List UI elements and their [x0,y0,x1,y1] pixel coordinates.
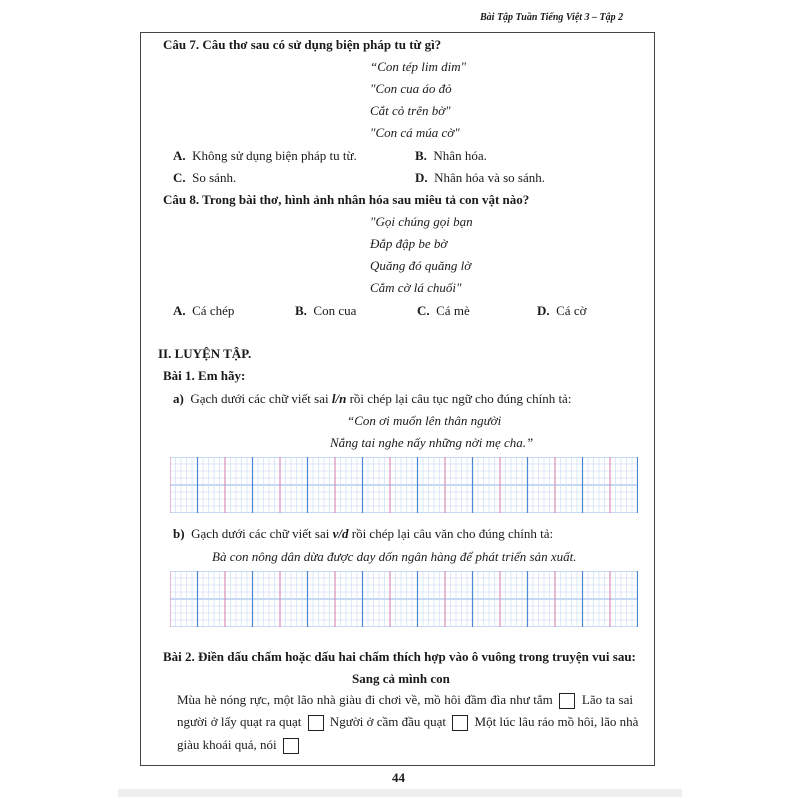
option-letter: A. [173,303,186,318]
handwriting-grid-b[interactable] [170,571,638,627]
q8-poem-line: Cắm cờ lá chuối" [370,280,462,295]
sentence-to-correct: Bà con nông dân dừa được day dốn ngân hà… [212,549,577,564]
option-text: So sánh. [192,170,237,185]
option-letter: B. [415,148,427,163]
instruction-text: Gạch dưới các chữ viết sai [191,526,333,541]
punctuation-box[interactable] [282,738,299,755]
q8-poem-line: Quăng đó quăng lờ [370,258,472,273]
q7-option-b[interactable]: B. Nhân hóa. [415,148,487,164]
instruction-emphasis: v/d [332,526,349,541]
story-text: giàu khoái quá, nói [177,737,277,752]
viewer-bottom-bar [118,789,682,797]
q8-option-a[interactable]: A. Cá chép [173,303,234,319]
q7-poem-line: Cắt cỏ trên bờ" [370,103,451,118]
proverb-line: “Con ơi muốn lên thân người [347,413,502,428]
question-8-title: Câu 8. Trong bài thơ, hình ảnh nhân hóa … [163,192,530,207]
q8-option-c[interactable]: C. Cá mè [417,303,470,319]
instruction-emphasis: l/n [331,391,347,406]
story-line-2: người ở lấy quạt ra quạt Người ở cầm đầu… [177,714,638,732]
story-text: Mùa hè nóng rực, một lão nhà giàu đi chơ… [177,692,553,707]
exercise-1b-instruction: b) Gạch dưới các chữ viết sai v/d rồi ch… [173,526,553,542]
section-title: II. LUYỆN TẬP. [158,346,252,361]
option-text: Không sử dụng biện pháp tu từ. [192,148,357,163]
q8-poem-line: "Gọi chúng gọi bạn [370,214,473,229]
q7-poem-line: "Con cá múa cờ" [370,125,460,140]
story-text: người ở lấy quạt ra quạt [177,714,302,729]
q7-option-c[interactable]: C. So sánh. [173,170,236,186]
running-header: Bài Tập Tuần Tiếng Việt 3 – Tập 2 [480,12,624,23]
option-letter: A. [173,148,186,163]
story-line-3: giàu khoái quá, nói [177,737,302,755]
story-line-1: Mùa hè nóng rực, một lão nhà giàu đi chơ… [177,692,634,710]
q8-option-b[interactable]: B. Con cua [295,303,356,319]
option-text: Con cua [313,303,357,318]
exercise-1-title: Bài 1. Em hãy: [163,368,246,383]
story-text: Một lúc lâu ráo mồ hôi, lão nhà [474,714,639,729]
exercise-2-title: Bài 2. Điền dấu chấm hoặc dấu hai chấm t… [163,649,636,664]
page-frame [140,32,655,766]
story-title: Sang cả mình con [352,671,450,686]
punctuation-box[interactable] [452,715,469,732]
punctuation-box[interactable] [559,693,576,710]
exercise-1a-instruction: a) Gạch dưới các chữ viết sai l/n rồi ch… [173,391,571,407]
option-text: Cá cờ [556,303,587,318]
handwriting-grid-a[interactable] [170,457,638,513]
q7-option-a[interactable]: A. Không sử dụng biện pháp tu từ. [173,148,357,164]
q7-option-d[interactable]: D. Nhân hóa và so sánh. [415,170,545,186]
option-text: Cá chép [192,303,235,318]
option-letter: D. [537,303,550,318]
punctuation-box[interactable] [307,715,324,732]
story-text: Lão ta sai [581,692,634,707]
option-text: Cá mè [436,303,470,318]
item-label: b) [173,526,185,541]
page-number: 44 [392,770,405,785]
question-7-title: Câu 7. Câu thơ sau có sử dụng biện pháp … [163,37,442,52]
option-letter: B. [295,303,307,318]
option-letter: D. [415,170,428,185]
option-text: Nhân hóa. [433,148,487,163]
option-letter: C. [417,303,430,318]
q7-poem-line: "Con cua áo đỏ [370,81,452,96]
q8-poem-line: Đắp đập be bờ [370,236,448,251]
option-letter: C. [173,170,186,185]
item-label: a) [173,391,184,406]
proverb-line: Nắng tai nghe nấy những nời mẹ cha.” [330,435,534,450]
instruction-text: Gạch dưới các chữ viết sai [190,391,332,406]
instruction-text: rồi chép lại câu tục ngữ cho đúng chính … [346,391,572,406]
q8-option-d[interactable]: D. Cá cờ [537,303,586,319]
q7-poem-line: “Con tép lim dim" [370,59,467,74]
instruction-text: rồi chép lại câu văn cho đúng chính tả: [348,526,554,541]
story-text: Người ở cầm đầu quạt [329,714,447,729]
option-text: Nhân hóa và so sánh. [434,170,545,185]
